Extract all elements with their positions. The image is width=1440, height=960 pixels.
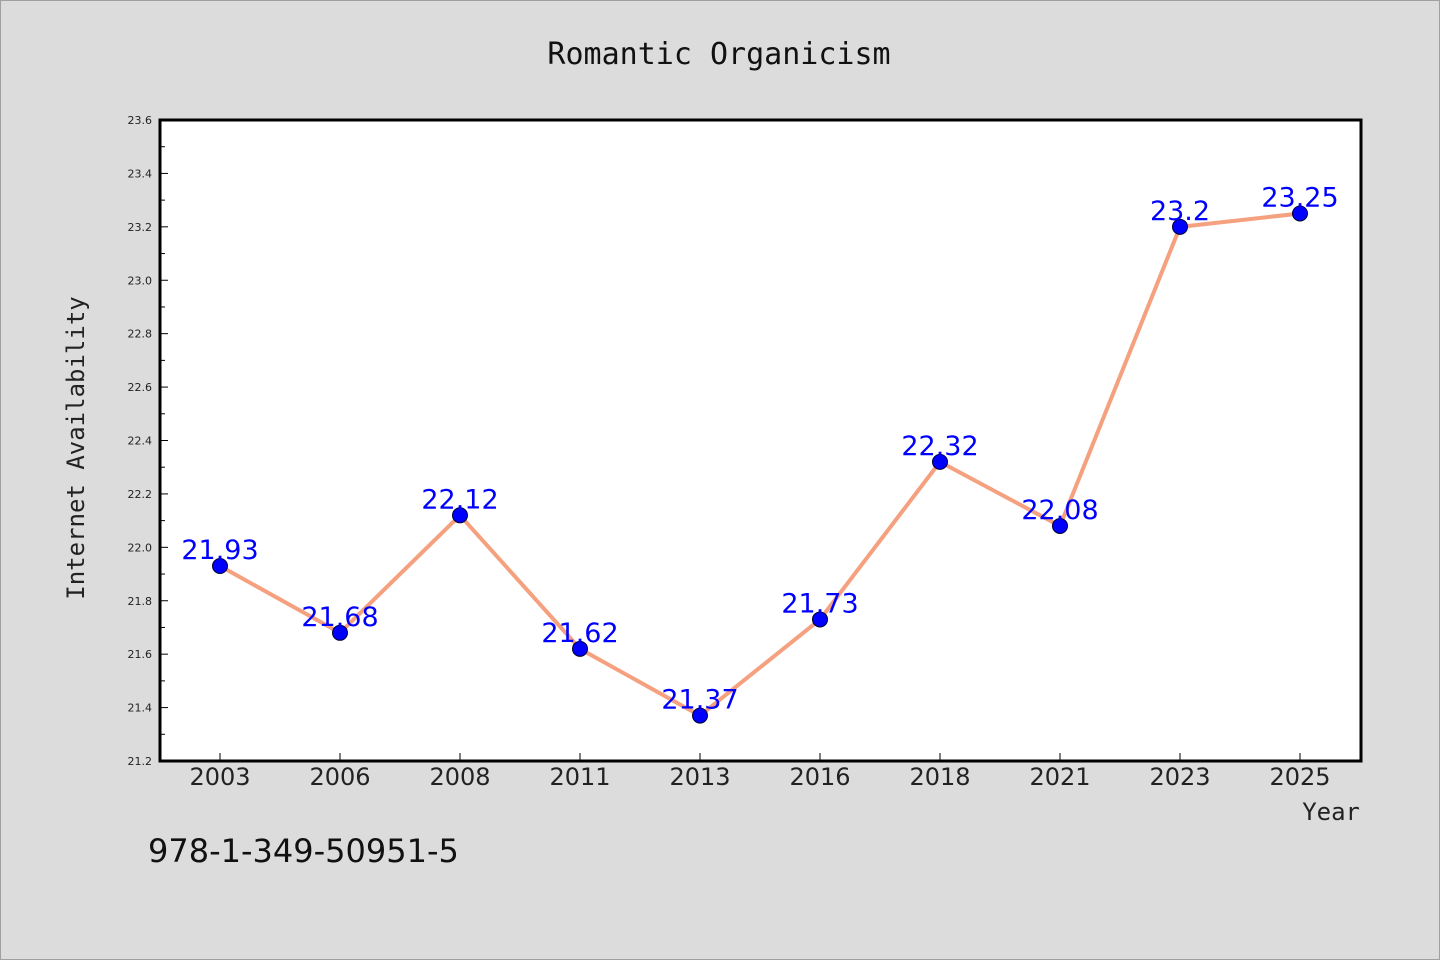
y-tick-label: 21.4 xyxy=(128,702,153,715)
y-tick-label: 21.8 xyxy=(128,595,153,608)
x-axis: 2003 2006 2008 2011 2013 2016 2018 2021 2023 2025 xyxy=(189,753,1331,791)
data-point xyxy=(692,707,708,724)
series-line xyxy=(219,211,1301,718)
x-tick-label: 2023 xyxy=(1149,763,1210,791)
x-tick-label: 2013 xyxy=(669,763,730,791)
data-point xyxy=(1052,517,1068,534)
plot-area xyxy=(158,118,1363,763)
data-labels: 21.93 21.68 22.12 21.62 21.37 21.73 22.32 22.08… xyxy=(181,182,1338,715)
data-label: 22.32 xyxy=(901,431,978,462)
y-tick-label: 22.2 xyxy=(128,488,153,501)
data-label: 22.12 xyxy=(421,484,498,515)
y-tick-label: 23.6 xyxy=(128,114,153,127)
y-tick-label: 22.8 xyxy=(128,328,153,341)
x-tick-label: 2011 xyxy=(549,763,610,791)
y-axis-label: Internet Availability xyxy=(62,296,90,599)
series-group xyxy=(212,205,1308,724)
data-point xyxy=(1172,218,1188,235)
y-tick-label: 22.4 xyxy=(128,435,153,448)
y-tick-label: 23.2 xyxy=(128,221,153,234)
y-tick-label: 21.2 xyxy=(128,755,153,768)
x-tick-label: 2008 xyxy=(429,763,490,791)
x-axis-label: Year xyxy=(1302,798,1360,826)
y-tick-label: 23.4 xyxy=(128,167,153,180)
data-label: 21.68 xyxy=(301,602,378,633)
chart-title: Romantic Organicism xyxy=(547,37,890,72)
y-tick-label: 23.0 xyxy=(128,274,153,287)
x-tick-label: 2021 xyxy=(1029,763,1090,791)
data-label: 21.62 xyxy=(541,618,618,649)
data-point xyxy=(212,558,228,575)
data-point xyxy=(932,453,948,470)
data-point xyxy=(572,640,588,657)
data-label: 21.93 xyxy=(181,535,258,566)
x-tick-label: 2016 xyxy=(789,763,850,791)
data-label: 22.08 xyxy=(1021,495,1098,526)
x-tick-label: 2018 xyxy=(909,763,970,791)
data-point xyxy=(812,611,828,628)
data-label: 23.2 xyxy=(1150,196,1210,227)
data-label: 23.25 xyxy=(1261,182,1338,213)
y-tick-label: 22.6 xyxy=(128,381,153,394)
data-point xyxy=(452,507,468,524)
x-tick-label: 2025 xyxy=(1269,763,1330,791)
y-tick-label: 21.6 xyxy=(128,648,153,661)
data-label: 21.37 xyxy=(661,685,738,716)
data-point xyxy=(332,624,348,641)
data-point xyxy=(1292,205,1308,222)
isbn-text: 978-1-349-50951-5 xyxy=(148,832,459,870)
y-axis: 21.2 21.4 21.6 21.8 22.0 22.2 22.4 22.6 22.8 23.0… xyxy=(128,114,168,768)
y-tick-label: 22.0 xyxy=(128,541,153,554)
data-label: 21.73 xyxy=(781,588,858,619)
x-tick-label: 2006 xyxy=(309,763,370,791)
x-tick-label: 2003 xyxy=(189,763,250,791)
